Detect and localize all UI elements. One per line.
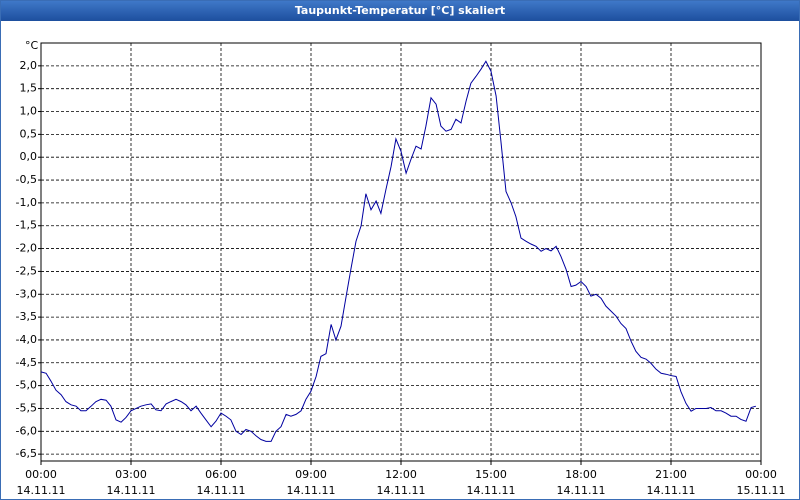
chart: °C 2,0 1,5 1,0 0,5 0,0 -0,5 -1,0 -1,5 -2,0 -2,5 -3… bbox=[16, 39, 786, 497]
x-tick-label: 15:00 bbox=[475, 468, 507, 481]
x-tick-date: 14.11.11 bbox=[377, 484, 426, 497]
x-tick-label: 03:00 bbox=[115, 468, 147, 481]
y-unit: °C bbox=[25, 39, 39, 52]
x-tick-label: 09:00 bbox=[295, 468, 327, 481]
y-tick-label: -4,5 bbox=[16, 356, 37, 369]
x-tick-label: 21:00 bbox=[655, 468, 687, 481]
y-tick-label: -6,5 bbox=[16, 447, 37, 460]
y-tick-label: -5,0 bbox=[16, 379, 37, 392]
x-tick-date: 14.11.11 bbox=[287, 484, 336, 497]
y-tick-label: 0,5 bbox=[20, 127, 38, 140]
x-tick-date: 14.11.11 bbox=[647, 484, 696, 497]
y-tick-label: 1,0 bbox=[20, 105, 38, 118]
x-tick-date: 14.11.11 bbox=[107, 484, 156, 497]
data-line bbox=[40, 60, 757, 442]
x-tick-label: 06:00 bbox=[205, 468, 237, 481]
chart-title: Taupunkt-Temperatur [°C] skaliert bbox=[1, 1, 799, 21]
y-tick-label: -4,0 bbox=[16, 333, 37, 346]
y-tick-label: -6,0 bbox=[16, 424, 37, 437]
y-tick-label: -5,5 bbox=[16, 401, 37, 414]
x-tick-date: 14.11.11 bbox=[467, 484, 516, 497]
y-tick-label: -2,0 bbox=[16, 242, 37, 255]
x-tick-label: 12:00 bbox=[385, 468, 417, 481]
y-tick-label: 2,0 bbox=[20, 59, 38, 72]
plot-area bbox=[40, 42, 762, 462]
y-tick-label: -2,5 bbox=[16, 264, 37, 277]
x-tick-date: 14.11.11 bbox=[197, 484, 246, 497]
x-tick-date: 14.11.11 bbox=[557, 484, 606, 497]
x-tick-date: 14.11.11 bbox=[17, 484, 66, 497]
x-tick-label: 18:00 bbox=[565, 468, 597, 481]
x-tick-date: 15.11.11 bbox=[737, 484, 786, 497]
y-tick-label: 1,5 bbox=[20, 82, 38, 95]
y-tick-label: -1,0 bbox=[16, 196, 37, 209]
y-tick-label: -3,0 bbox=[16, 287, 37, 300]
y-tick-label: -0,5 bbox=[16, 173, 37, 186]
x-tick-label: 00:00 bbox=[25, 468, 57, 481]
y-tick-label: -1,5 bbox=[16, 219, 37, 232]
y-tick-label: -3,5 bbox=[16, 310, 37, 323]
y-tick-label: 0,0 bbox=[20, 150, 38, 163]
x-tick-label: 00:00 bbox=[745, 468, 777, 481]
